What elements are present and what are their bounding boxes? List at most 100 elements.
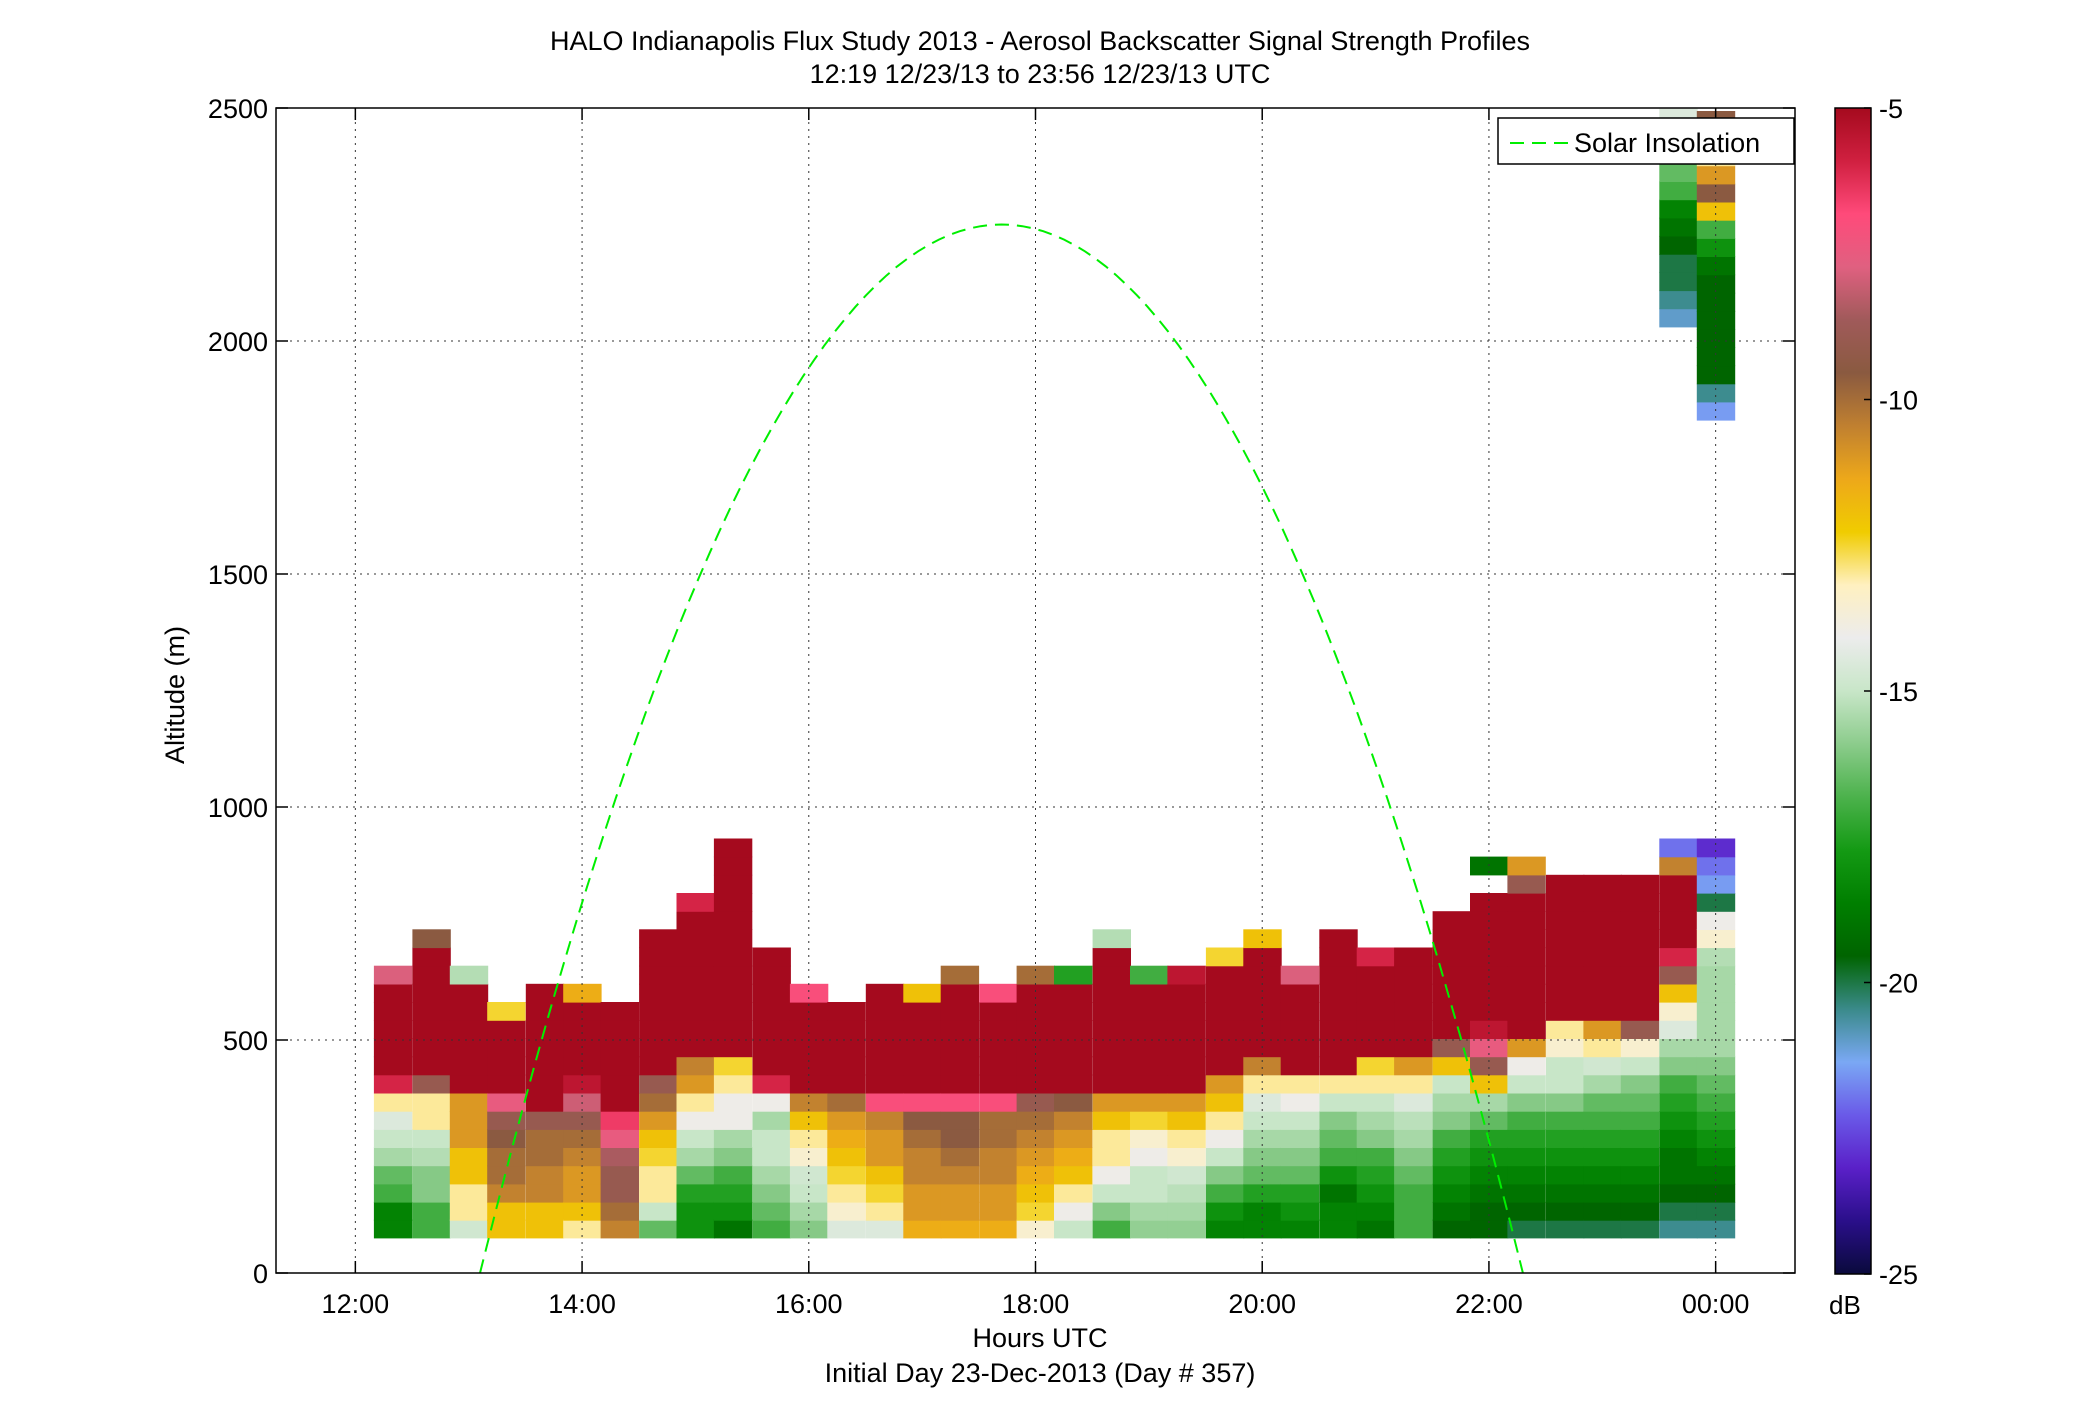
heatmap-cell <box>713 874 753 894</box>
heatmap-cell <box>1092 1038 1131 1058</box>
heatmap-cell <box>1659 1111 1698 1130</box>
heatmap-cell <box>373 1111 413 1130</box>
heatmap-cell <box>676 1147 715 1167</box>
heatmap-cell <box>1243 1147 1282 1167</box>
heatmap-cell <box>1205 1183 1245 1203</box>
y-tick-label: 1500 <box>208 560 268 590</box>
heatmap-cell <box>1696 165 1736 185</box>
heatmap-cell <box>1696 1074 1736 1094</box>
heatmap-cell <box>1054 1129 1093 1148</box>
heatmap-cell <box>676 1074 715 1094</box>
heatmap-cell <box>1620 1020 1660 1039</box>
heatmap-cell <box>1356 1183 1396 1203</box>
heatmap-cell <box>1583 1129 1622 1148</box>
heatmap-cell <box>1432 1056 1471 1076</box>
heatmap-cell <box>676 1020 715 1039</box>
heatmap-cell <box>1092 1002 1131 1021</box>
x-tick-label: 00:00 <box>1682 1289 1750 1319</box>
heatmap-cell <box>1319 1038 1358 1058</box>
heatmap-cell <box>1620 1147 1660 1167</box>
heatmap-cell <box>1356 1038 1396 1058</box>
heatmap-cell <box>1054 1201 1093 1221</box>
heatmap-cell <box>1394 1201 1433 1221</box>
heatmap-cell <box>600 1111 639 1130</box>
heatmap-cell <box>525 1092 565 1112</box>
heatmap-cell <box>1054 965 1093 985</box>
heatmap-cell <box>563 1020 602 1039</box>
heatmap-cell <box>1546 1219 1585 1239</box>
heatmap-cell <box>1620 1074 1660 1094</box>
heatmap-cell <box>1583 965 1622 985</box>
heatmap-cell <box>789 1201 829 1221</box>
heatmap-cell <box>1470 1165 1509 1185</box>
heatmap-cell <box>1659 254 1698 273</box>
heatmap-cell <box>979 1111 1018 1130</box>
heatmap-cell <box>789 1056 829 1076</box>
heatmap-cell <box>1054 1183 1093 1203</box>
heatmap-cell <box>827 1056 866 1076</box>
heatmap-cell <box>1659 1074 1698 1094</box>
heatmap-cell <box>676 893 715 912</box>
heatmap-cell <box>713 911 753 930</box>
heatmap-cell <box>827 1183 866 1203</box>
heatmap-cell <box>1016 1147 1055 1167</box>
heatmap-cell <box>1583 1002 1622 1021</box>
heatmap-cell <box>639 1183 678 1203</box>
heatmap-cell <box>1167 1201 1206 1221</box>
heatmap-cell <box>940 1147 980 1167</box>
heatmap-cell <box>563 1111 602 1130</box>
heatmap-cell <box>373 1092 413 1112</box>
heatmap-cell <box>373 1201 413 1221</box>
heatmap-cell <box>865 1002 905 1021</box>
heatmap-cell <box>600 1201 639 1221</box>
heatmap-cell <box>752 1219 791 1239</box>
heatmap-cell <box>1507 1219 1546 1239</box>
heatmap-cell <box>1356 1074 1396 1094</box>
heatmap-cell <box>1319 1020 1358 1039</box>
heatmap-cell <box>789 1147 829 1167</box>
heatmap-cell <box>1659 1183 1698 1203</box>
heatmap-cell <box>1092 929 1131 949</box>
heatmap-cell <box>1507 1092 1546 1112</box>
heatmap-cell <box>1696 1056 1736 1076</box>
heatmap-cell <box>1054 1219 1093 1239</box>
heatmap-cell <box>1507 874 1546 894</box>
heatmap-cell <box>1659 874 1698 894</box>
x-tick-label: 18:00 <box>1002 1289 1070 1319</box>
heatmap-cell <box>412 1147 451 1167</box>
heatmap-cell <box>1243 1165 1282 1185</box>
heatmap-cell <box>1620 911 1660 930</box>
heatmap-cell <box>1356 1129 1396 1148</box>
heatmap-cell <box>1546 1038 1585 1058</box>
heatmap-cell <box>1546 1056 1585 1076</box>
heatmap-cell <box>449 1201 489 1221</box>
heatmap-cell <box>1054 1165 1093 1185</box>
heatmap-cell <box>1054 1056 1093 1076</box>
heatmap-cell <box>1319 1056 1358 1076</box>
heatmap-cell <box>412 965 451 985</box>
heatmap-cell <box>1546 874 1585 894</box>
heatmap-cell <box>713 1219 753 1239</box>
heatmap-cell <box>600 1147 639 1167</box>
heatmap-cell <box>789 1074 829 1094</box>
heatmap-cell <box>713 1056 753 1076</box>
heatmap-cell <box>1659 181 1698 201</box>
heatmap-cell <box>1507 856 1546 876</box>
heatmap-cell <box>1130 1074 1169 1094</box>
heatmap-cell <box>827 1165 866 1185</box>
heatmap-cell <box>1167 1092 1206 1112</box>
heatmap-cell <box>1659 308 1698 328</box>
heatmap-cell <box>1432 1020 1471 1039</box>
heatmap-cell <box>1546 1147 1585 1167</box>
heatmap-cell <box>979 1165 1018 1185</box>
heatmap-cell <box>373 983 413 1003</box>
heatmap-cell <box>979 1183 1018 1203</box>
heatmap-cell <box>1205 1111 1245 1130</box>
heatmap-cell <box>1167 1002 1206 1021</box>
heatmap-cell <box>1205 1201 1245 1221</box>
heatmap-cell <box>525 1183 565 1203</box>
colorbar-tick-label: -25 <box>1879 1260 1918 1290</box>
heatmap-cell <box>487 1183 526 1203</box>
heatmap-cell <box>903 1183 942 1203</box>
heatmap-cell <box>752 1020 791 1039</box>
